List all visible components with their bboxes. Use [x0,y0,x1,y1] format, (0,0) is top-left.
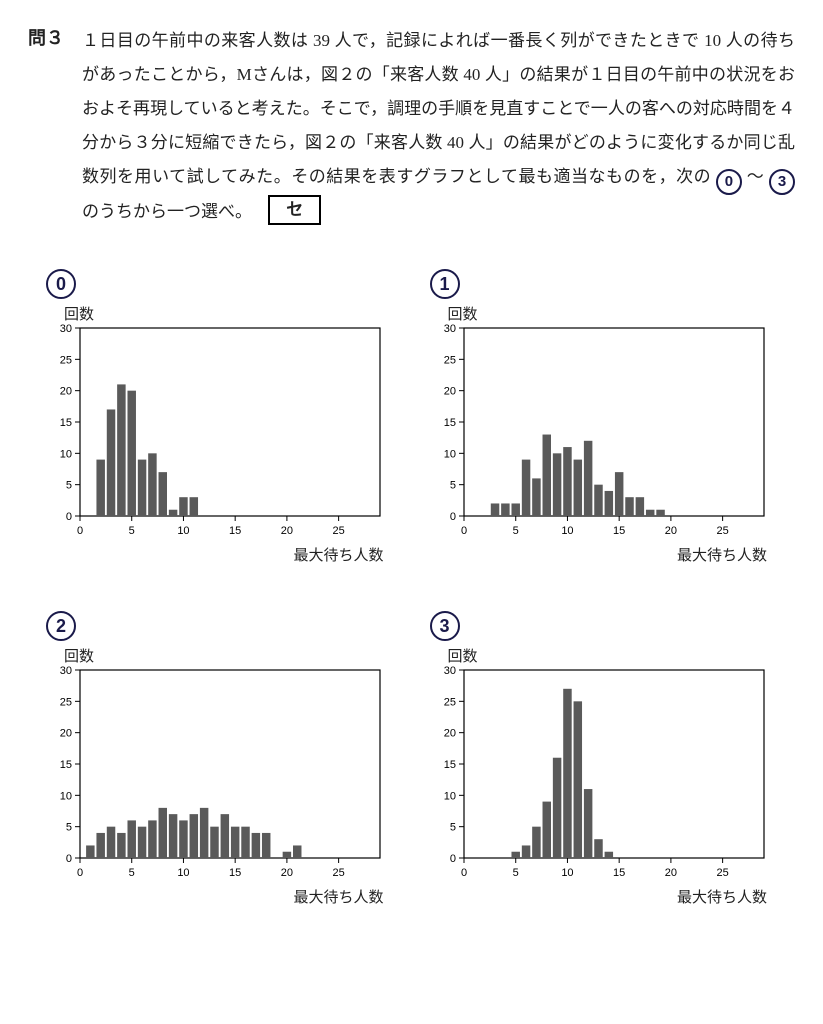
svg-text:0: 0 [77,867,83,879]
problem-block: 問３ １日目の午前中の来客人数は 39 人で，記録によれば一番長く列ができたとき… [28,24,795,229]
answer-box: セ [268,195,321,225]
svg-text:15: 15 [60,759,72,771]
chart-option-circle: 3 [430,611,460,641]
problem-text-part-1: １日目の午前中の来客人数は 39 人で，記録によれば一番長く列ができたときで 1… [82,31,795,186]
svg-text:15: 15 [613,867,625,879]
svg-text:0: 0 [66,511,72,523]
svg-text:25: 25 [443,354,455,366]
chart-option-circle: 1 [430,269,460,299]
svg-text:30: 30 [60,323,72,335]
problem-text: １日目の午前中の来客人数は 39 人で，記録によれば一番長く列ができたときで 1… [82,24,795,229]
chart-option-circle: 0 [46,269,76,299]
svg-text:15: 15 [229,525,241,537]
chart-option-0: 0 回数 0 5 10 15 20 25 30 0 5 10 15 20 25 最大待ち人数 [46,269,394,565]
svg-text:5: 5 [66,822,72,834]
svg-text:0: 0 [77,525,83,537]
svg-text:0: 0 [66,853,72,865]
svg-text:20: 20 [281,867,293,879]
svg-text:25: 25 [716,525,728,537]
svg-text:0: 0 [460,525,466,537]
chart-xlabel: 最大待ち人数 [46,886,394,907]
svg-text:10: 10 [60,790,72,802]
svg-text:25: 25 [332,867,344,879]
svg-text:20: 20 [60,728,72,740]
chart-ylabel: 回数 [448,645,778,666]
chart-option-2: 2 回数 0 5 10 15 20 25 30 0 5 10 15 20 25 最大待ち人数 [46,611,394,907]
svg-text:20: 20 [60,386,72,398]
svg-text:15: 15 [443,759,455,771]
svg-text:25: 25 [332,525,344,537]
svg-text:10: 10 [561,525,573,537]
svg-text:25: 25 [443,696,455,708]
svg-text:0: 0 [449,511,455,523]
chart-xlabel: 最大待ち人数 [430,886,778,907]
svg-text:0: 0 [449,853,455,865]
svg-text:20: 20 [281,525,293,537]
svg-text:5: 5 [512,867,518,879]
svg-text:5: 5 [449,480,455,492]
svg-text:10: 10 [177,867,189,879]
svg-text:15: 15 [229,867,241,879]
svg-text:5: 5 [66,480,72,492]
svg-text:10: 10 [443,790,455,802]
svg-text:5: 5 [129,525,135,537]
problem-text-part-3: のうちから一つ選べ。 [82,202,252,221]
chart-svg: 0 5 10 15 20 25 30 0 5 10 15 20 25 [430,664,778,884]
chart-svg: 0 5 10 15 20 25 30 0 5 10 15 20 25 [46,322,394,542]
chart-option-1: 1 回数 0 5 10 15 20 25 30 0 5 10 15 20 25 最大待ち人数 [430,269,778,565]
svg-text:15: 15 [443,417,455,429]
chart-xlabel: 最大待ち人数 [46,544,394,565]
svg-text:20: 20 [443,728,455,740]
chart-svg: 0 5 10 15 20 25 30 0 5 10 15 20 25 [430,322,778,542]
chart-ylabel: 回数 [64,303,394,324]
option-start-circle: 0 [716,169,742,195]
svg-text:5: 5 [512,525,518,537]
chart-ylabel: 回数 [448,303,778,324]
problem-number: 問３ [28,24,64,50]
svg-text:0: 0 [460,867,466,879]
chart-option-3: 3 回数 0 5 10 15 20 25 30 0 5 10 15 20 25 最大待ち人数 [430,611,778,907]
chart-xlabel: 最大待ち人数 [430,544,778,565]
svg-text:10: 10 [561,867,573,879]
svg-text:30: 30 [443,665,455,677]
svg-text:5: 5 [129,867,135,879]
svg-text:15: 15 [613,525,625,537]
svg-text:15: 15 [60,417,72,429]
charts-grid: 0回数0510152025300510152025最大待ち人数1回数051015… [28,269,795,907]
svg-text:25: 25 [716,867,728,879]
option-end-circle: 3 [769,169,795,195]
svg-text:30: 30 [60,665,72,677]
svg-text:30: 30 [443,323,455,335]
svg-text:20: 20 [664,525,676,537]
svg-text:5: 5 [449,822,455,834]
svg-text:25: 25 [60,696,72,708]
problem-text-part-2: ～ [747,167,769,186]
chart-svg: 0 5 10 15 20 25 30 0 5 10 15 20 25 [46,664,394,884]
svg-text:10: 10 [443,448,455,460]
svg-text:10: 10 [60,448,72,460]
svg-text:20: 20 [664,867,676,879]
svg-text:20: 20 [443,386,455,398]
chart-option-circle: 2 [46,611,76,641]
svg-text:25: 25 [60,354,72,366]
chart-ylabel: 回数 [64,645,394,666]
svg-text:10: 10 [177,525,189,537]
